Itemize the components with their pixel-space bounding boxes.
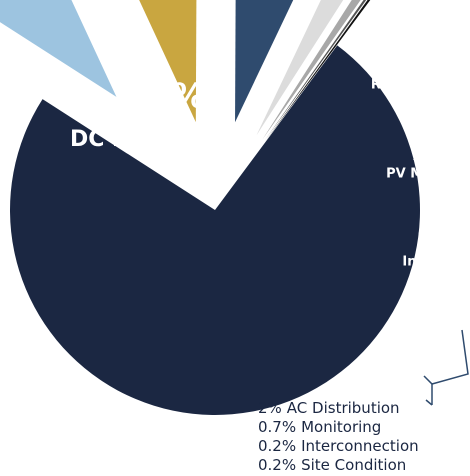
- value-label: 74%: [124, 77, 205, 117]
- value-label: 7%: [411, 145, 440, 165]
- category-label: PV Module: [386, 167, 464, 182]
- small-label: 0.2% Interconnection: [258, 437, 419, 455]
- bracket-arrow: [425, 399, 433, 406]
- bracket: [423, 329, 469, 385]
- pie-slice: [9, 45, 421, 415]
- pie-slice: [139, 0, 197, 123]
- pie-slice: [235, 0, 294, 123]
- value-label: 0.2%: [258, 437, 296, 455]
- value-label: 9%: [387, 56, 412, 74]
- value-label: 0.2%: [258, 456, 296, 474]
- category-label: Monitoring: [301, 418, 381, 436]
- category-label: Interconnection: [301, 437, 419, 455]
- value-label: 0.7%: [258, 418, 296, 436]
- value-label: 7%: [418, 230, 447, 250]
- small-label: 2% AC Distribution: [258, 399, 400, 417]
- pie-slice: [0, 0, 117, 97]
- category-label: Site Condition: [301, 456, 406, 474]
- category-label: Racking: [371, 78, 429, 93]
- small-label: 0.2% Site Condition: [258, 456, 406, 474]
- pie-slice: [264, 0, 367, 141]
- small-label: 0.7% Monitoring: [258, 418, 381, 436]
- category-label: Inverter: [402, 255, 462, 270]
- value-label: 2%: [258, 399, 282, 417]
- labels: 74% DC Distribution 9% Racking 7% PV Module 7%…: [70, 56, 464, 474]
- category-label: DC Distribution: [70, 127, 260, 152]
- category-label: AC Distribution: [287, 399, 400, 417]
- slices: [0, 0, 421, 415]
